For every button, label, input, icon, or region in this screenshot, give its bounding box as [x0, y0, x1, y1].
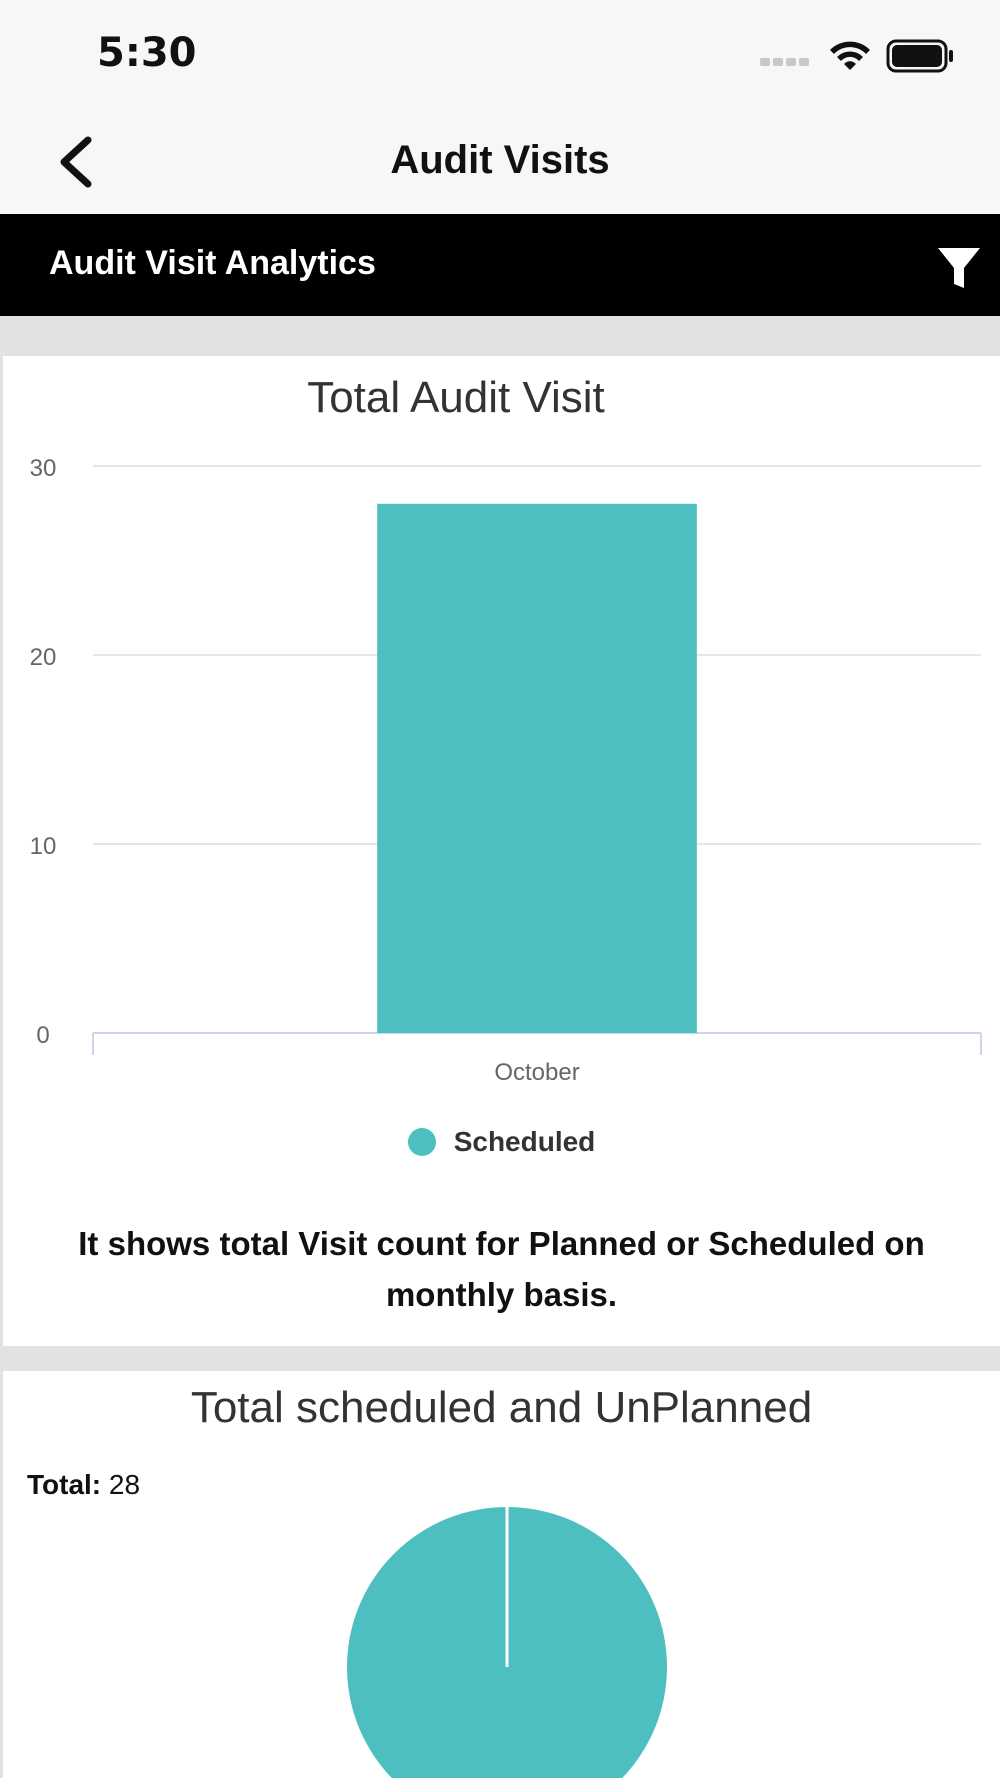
pie-chart-title: Total scheduled and UnPlanned [190, 1383, 813, 1432]
analytics-title: Audit Visit Analytics [49, 244, 376, 282]
legend-swatch-scheduled [407, 1128, 436, 1156]
wifi-icon [830, 41, 870, 70]
pie-chart [347, 1507, 667, 1778]
pie-total-label: Total: [27, 1469, 102, 1500]
signal-icon [760, 58, 809, 66]
bar-chart-legend: Scheduled [3, 1126, 1000, 1161]
filter-button[interactable] [936, 244, 982, 292]
bar-chart-description: It shows total Visit count for Planned o… [78, 1225, 925, 1313]
status-bar: 5:30 [0, 0, 1000, 110]
bar-chart-title: Total Audit Visit [307, 373, 605, 422]
pie-total: Total: 28 [27, 1469, 140, 1501]
y-tick-label: 0 [36, 1022, 49, 1049]
y-tick-label: 10 [30, 833, 57, 860]
bar-scheduled-october[interactable] [377, 503, 697, 1033]
nav-bar: Audit Visits [0, 110, 1000, 214]
status-time: 5:30 [97, 30, 197, 76]
pie-total-value: 28 [108, 1469, 141, 1500]
page-title: Audit Visits [390, 138, 610, 182]
y-tick-label: 20 [30, 644, 57, 671]
bar-chart-card: Total Audit Visit 0 10 20 30 October Schedul… [3, 356, 1000, 1346]
legend-label-scheduled[interactable]: Scheduled [453, 1126, 596, 1157]
pie-chart-card: Total scheduled and UnPlanned Total: 28 [3, 1371, 1000, 1778]
analytics-header: Audit Visit Analytics [0, 214, 1000, 316]
status-icons [760, 39, 953, 73]
y-tick-label: 30 [30, 455, 57, 482]
x-tick-label: October [494, 1059, 579, 1086]
back-button[interactable] [52, 130, 112, 194]
funnel-icon [938, 248, 980, 288]
bar-chart: 0 10 20 30 October [30, 455, 982, 1086]
chevron-left-icon [60, 136, 92, 188]
battery-icon [886, 39, 953, 73]
